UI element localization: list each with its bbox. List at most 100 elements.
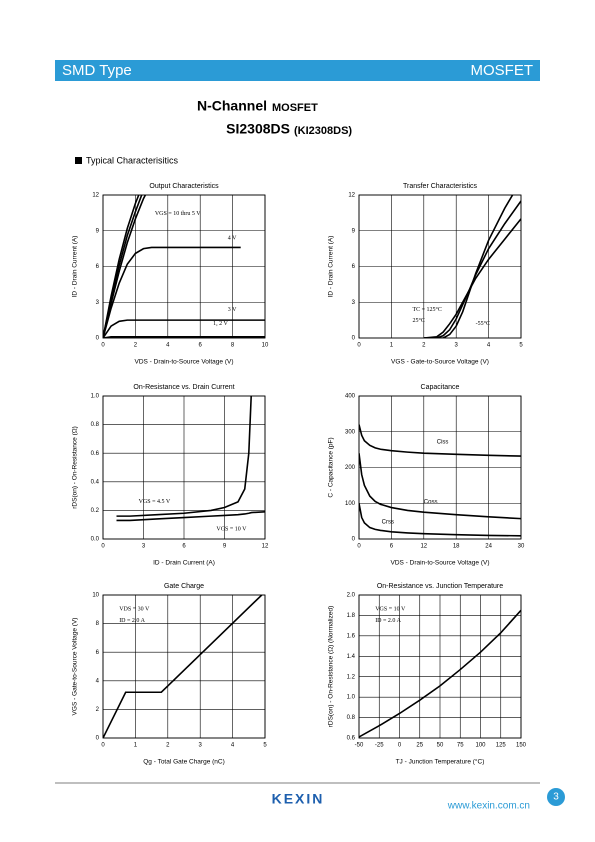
plot-frame bbox=[102, 594, 266, 739]
chart-title: Gate Charge bbox=[164, 583, 204, 590]
y-tick-label: 0 bbox=[352, 537, 356, 543]
y-axis-label: ID - Drain Current (A) bbox=[72, 236, 79, 298]
plot-frame bbox=[102, 194, 266, 339]
x-tick-label: 6 bbox=[182, 544, 186, 550]
x-tick-label: 18 bbox=[453, 544, 460, 550]
y-tick-label: 0 bbox=[96, 336, 100, 342]
annotation: -55°C bbox=[476, 320, 490, 327]
y-tick-label: 9 bbox=[352, 228, 356, 234]
y-tick-label: 0.4 bbox=[91, 479, 100, 485]
part-number: SI2308DS bbox=[226, 121, 290, 137]
x-tick-label: 0 bbox=[398, 743, 402, 749]
chart-title: Output Characteristics bbox=[149, 183, 219, 190]
y-axis-label: C - Capacitance (pF) bbox=[328, 437, 335, 497]
plot-frame bbox=[358, 395, 522, 540]
title: N-Channel bbox=[197, 98, 267, 114]
chart-title: Transfer Characteristics bbox=[403, 183, 478, 190]
annotation: ID = 2.0 A bbox=[375, 618, 401, 624]
y-tick-label: 6 bbox=[96, 264, 100, 270]
y-tick-label: 0 bbox=[96, 736, 100, 742]
curve bbox=[359, 453, 521, 520]
y-axis-label: rDS(on) - On-Resistance (Ω) bbox=[72, 426, 79, 509]
x-tick-label: 12 bbox=[420, 544, 427, 550]
x-tick-label: 3 bbox=[199, 743, 203, 749]
x-tick-label: -25 bbox=[375, 743, 384, 749]
curve bbox=[359, 609, 521, 738]
y-tick-label: 12 bbox=[92, 193, 99, 199]
page-badge bbox=[547, 788, 565, 806]
y-tick-label: 0.2 bbox=[91, 508, 100, 514]
x-tick-label: 2 bbox=[134, 343, 138, 349]
x-tick-label: 4 bbox=[231, 743, 235, 749]
y-tick-label: 0 bbox=[352, 336, 356, 342]
annotation: VGS = 4.5 V bbox=[139, 499, 171, 505]
curve bbox=[116, 511, 265, 522]
y-tick-label: 300 bbox=[345, 429, 356, 435]
header-bar bbox=[55, 60, 540, 81]
x-axis-label: VGS - Gate-to-Source Voltage (V) bbox=[391, 359, 489, 366]
x-axis-label: Qg - Total Gate Charge (nC) bbox=[143, 759, 225, 766]
x-tick-label: 150 bbox=[516, 743, 527, 749]
annotation: 25°C bbox=[412, 317, 424, 324]
x-tick-label: 24 bbox=[485, 544, 492, 550]
curve bbox=[116, 396, 253, 517]
series-label: Coss bbox=[424, 499, 438, 505]
curve bbox=[423, 195, 514, 338]
x-tick-label: 10 bbox=[262, 343, 269, 349]
y-tick-label: 0.8 bbox=[91, 422, 100, 428]
page-number: 3 bbox=[553, 792, 559, 803]
title-suffix: MOSFET bbox=[272, 102, 318, 114]
series-label: Ciss bbox=[437, 439, 449, 445]
x-tick-label: 5 bbox=[263, 743, 267, 749]
section-title: Typical Characterisitics bbox=[86, 155, 179, 165]
x-tick-label: 2 bbox=[166, 743, 170, 749]
y-tick-label: 3 bbox=[352, 300, 356, 306]
curve bbox=[103, 319, 265, 338]
plot-frame bbox=[358, 594, 522, 739]
chart-title: Capacitance bbox=[421, 384, 460, 391]
x-tick-label: 8 bbox=[231, 343, 235, 349]
x-tick-label: 50 bbox=[437, 743, 444, 749]
y-tick-label: 200 bbox=[345, 465, 356, 471]
x-tick-label: 30 bbox=[518, 544, 525, 550]
footer-url: www.kexin.com.cn bbox=[447, 801, 530, 812]
annotation: VGS = 10 V bbox=[216, 526, 247, 532]
x-axis-label: VDS - Drain-to-Source Voltage (V) bbox=[135, 359, 234, 366]
annotation: 1, 2 V bbox=[213, 321, 228, 327]
annotation: ID = 2.0 A bbox=[119, 618, 145, 624]
x-axis-label: TJ - Junction Temperature (°C) bbox=[396, 758, 485, 766]
x-tick-label: 4 bbox=[487, 343, 491, 349]
y-tick-label: 1.6 bbox=[347, 633, 356, 639]
y-tick-label: 0.6 bbox=[347, 736, 356, 742]
y-axis-label: VGS - Gate-to-Source Voltage (V) bbox=[72, 618, 79, 716]
y-tick-label: 0.8 bbox=[347, 715, 356, 721]
y-tick-label: 1.8 bbox=[347, 613, 356, 619]
x-tick-label: 4 bbox=[166, 343, 170, 349]
header-right: MOSFET bbox=[471, 62, 534, 79]
annotation: VGS = 10 V bbox=[375, 607, 406, 613]
y-tick-label: 400 bbox=[345, 394, 356, 400]
y-tick-label: 0.0 bbox=[91, 537, 100, 543]
y-tick-label: 2 bbox=[96, 707, 100, 713]
x-tick-label: 100 bbox=[475, 743, 486, 749]
curve bbox=[359, 424, 521, 457]
bullet bbox=[75, 157, 82, 164]
y-tick-label: 0.6 bbox=[91, 451, 100, 457]
y-tick-label: 1.2 bbox=[347, 674, 356, 680]
footer-logo: KEXIN bbox=[272, 791, 325, 807]
curve bbox=[103, 336, 265, 338]
y-tick-label: 6 bbox=[352, 264, 356, 270]
y-tick-label: 9 bbox=[96, 228, 100, 234]
annotation: VDS = 30 V bbox=[119, 607, 150, 613]
y-tick-label: 4 bbox=[96, 678, 100, 684]
curve bbox=[103, 195, 147, 338]
x-tick-label: 12 bbox=[262, 544, 269, 550]
annotation: TC = 125°C bbox=[412, 306, 441, 313]
x-tick-label: 0 bbox=[357, 343, 361, 349]
y-tick-label: 8 bbox=[96, 621, 100, 627]
curve bbox=[103, 246, 241, 338]
x-tick-label: 0 bbox=[357, 544, 361, 550]
x-tick-label: 6 bbox=[390, 544, 394, 550]
annotation: 3 V bbox=[228, 307, 237, 313]
x-axis-label: ID - Drain Current (A) bbox=[153, 560, 215, 567]
